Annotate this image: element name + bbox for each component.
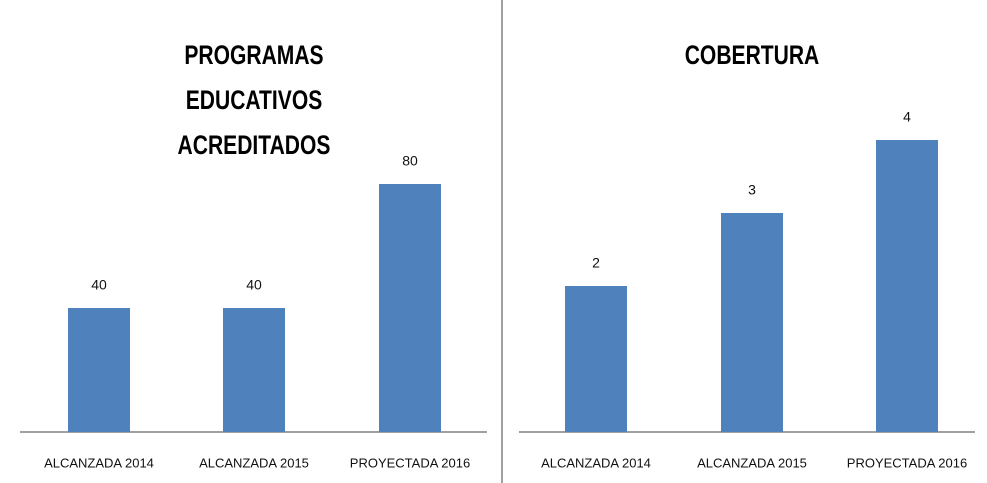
- x-tick-label: PROYECTADA 2016: [847, 455, 967, 470]
- x-tick-label: PROYECTADA 2016: [350, 455, 470, 470]
- x-tick-label: ALCANZADA 2014: [44, 455, 154, 470]
- x-tick-label: ALCANZADA 2014: [541, 455, 651, 470]
- data-label: 40: [91, 277, 107, 293]
- x-tick-label: ALCANZADA 2015: [697, 455, 807, 470]
- data-label: 2: [592, 255, 600, 271]
- bar: [223, 308, 285, 432]
- bar: [565, 286, 627, 432]
- chart-title: COBERTURA: [684, 40, 820, 70]
- x-tick-label: ALCANZADA 2015: [199, 455, 309, 470]
- data-label: 3: [748, 182, 756, 198]
- bar: [68, 308, 130, 432]
- bar: [876, 140, 938, 432]
- data-label: 40: [246, 277, 262, 293]
- bar: [379, 184, 441, 432]
- data-label: 4: [903, 109, 911, 125]
- data-label: 80: [402, 153, 418, 169]
- chart-title: PROGRAMAS EDUCATIVOS ACREDITADOS: [177, 40, 331, 160]
- bar: [721, 213, 783, 432]
